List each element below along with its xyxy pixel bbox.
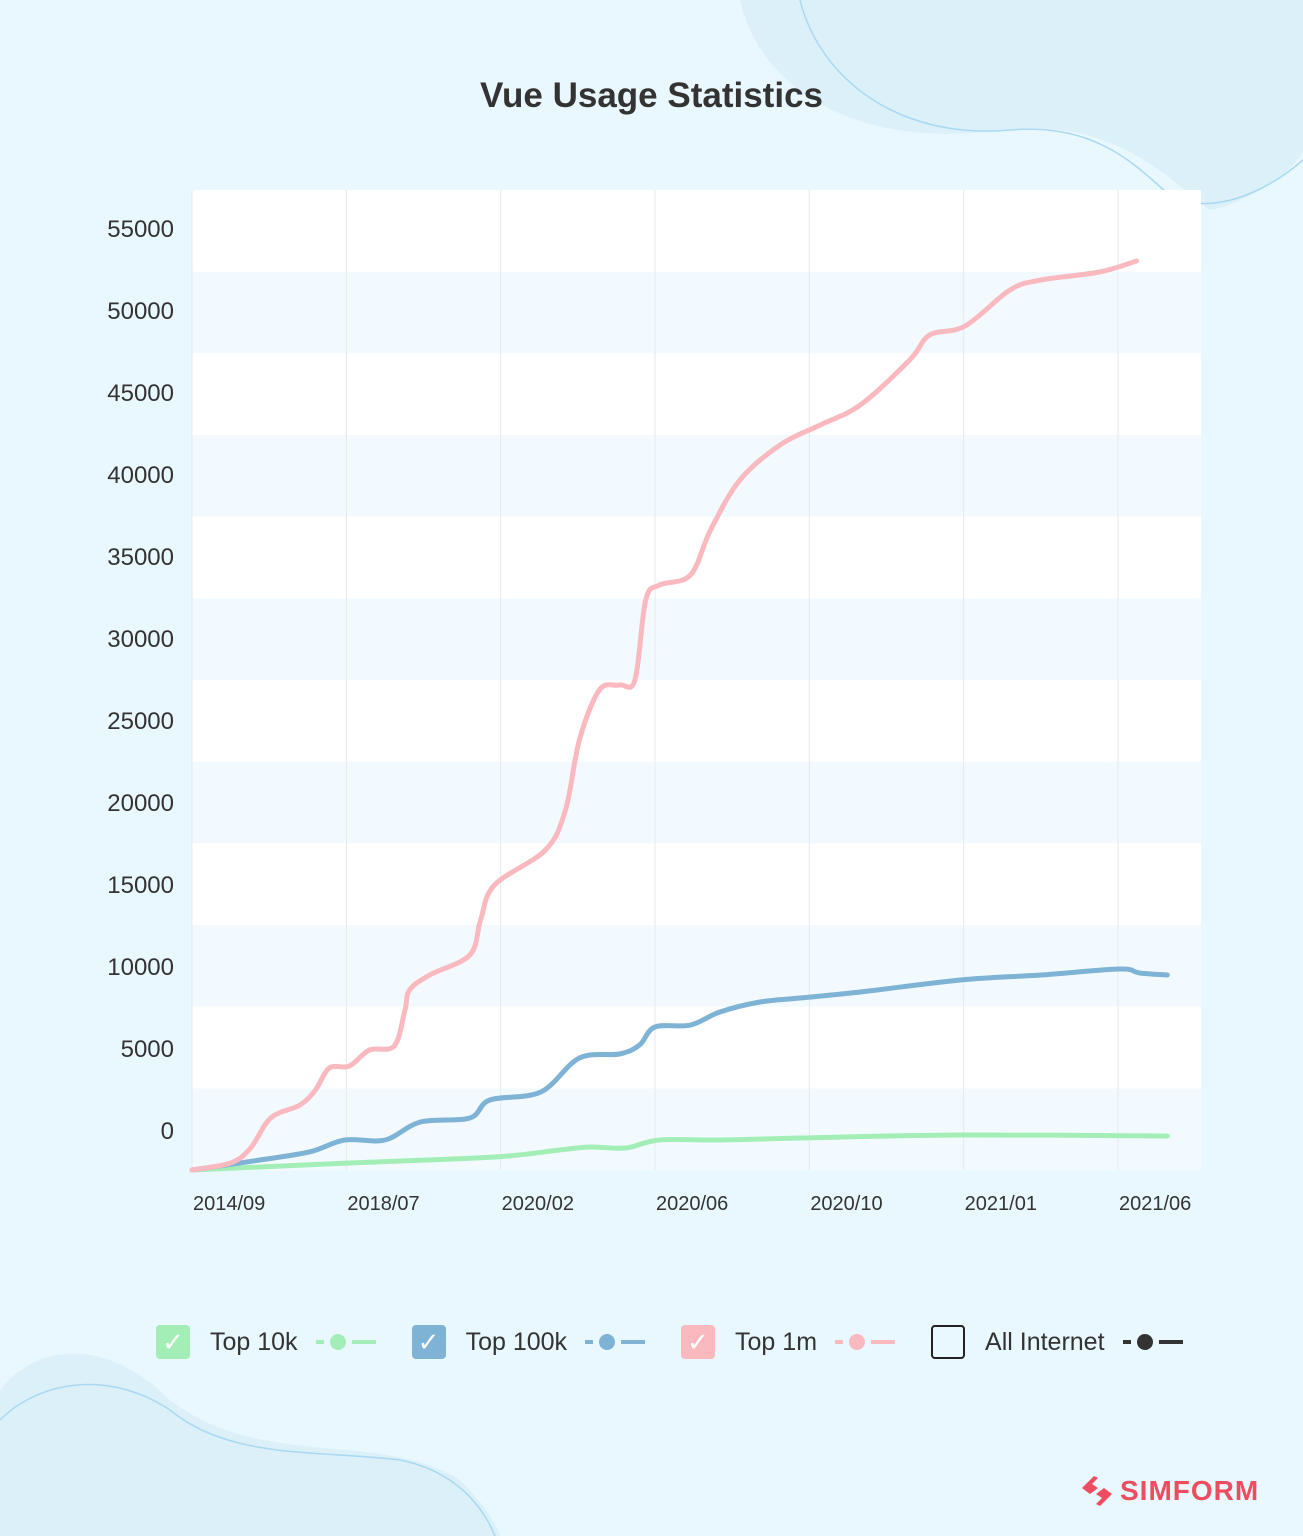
grid-band	[192, 925, 1201, 1008]
legend-label: Top 1m	[735, 1327, 818, 1356]
legend-line-marker-icon	[585, 1334, 646, 1350]
y-tick-label: 45000	[107, 380, 174, 407]
legend-label: Top 10k	[210, 1327, 298, 1356]
grid-band	[192, 761, 1201, 844]
grid-band	[192, 516, 1201, 599]
x-tick-label: 2020/10	[810, 1193, 882, 1215]
y-tick-label: 40000	[107, 462, 174, 489]
y-tick-label: 50000	[107, 298, 174, 325]
simform-logo-icon	[1082, 1476, 1112, 1506]
legend-item-top-100k[interactable]: ✓ Top 100k	[411, 1325, 646, 1359]
x-tick-label: 2021/06	[1119, 1193, 1191, 1215]
x-tick-label: 2014/09	[193, 1193, 265, 1215]
x-tick-label: 2018/07	[347, 1193, 419, 1215]
legend-item-top-10k[interactable]: ✓ Top 10k	[156, 1325, 376, 1359]
checkmark-icon[interactable]: ✓	[156, 1325, 190, 1359]
grid-band	[192, 598, 1201, 681]
grid-band	[192, 190, 1201, 273]
line-chart: 2014/09 2018/07 2020/02 2020/06 2020/10 2021/…	[107, 190, 1201, 1215]
grid-band	[192, 1088, 1201, 1171]
chart-title: Vue Usage Statistics	[479, 76, 823, 115]
checkmark-icon[interactable]: ✓	[681, 1325, 716, 1359]
y-tick-label: 30000	[107, 626, 174, 653]
legend-label: Top 100k	[465, 1327, 568, 1356]
legend-line-marker-icon	[835, 1334, 896, 1350]
legend-item-all-internet[interactable]: All Internet	[931, 1325, 1183, 1359]
x-tick-label: 2021/01	[965, 1193, 1037, 1215]
legend-label: All Internet	[985, 1327, 1105, 1356]
y-tick-label: 15000	[107, 872, 174, 899]
y-tick-label: 0	[161, 1118, 174, 1145]
y-tick-label: 35000	[107, 544, 174, 571]
simform-logo: SIMFORM	[1080, 1474, 1259, 1508]
legend-item-top-1m[interactable]: ✓ Top 1m	[681, 1325, 896, 1359]
grid-band	[192, 1006, 1201, 1089]
grid-band	[192, 435, 1201, 518]
legend-line-marker-icon	[1122, 1334, 1183, 1350]
legend-checkbox[interactable]	[931, 1325, 966, 1359]
legend-line-marker-icon	[315, 1334, 376, 1350]
x-tick-label: 2020/06	[656, 1193, 728, 1215]
grid-band	[192, 353, 1201, 436]
checkmark-icon[interactable]: ✓	[411, 1325, 446, 1359]
y-tick-label: 5000	[121, 1036, 174, 1063]
series-line-top-10k	[189, 1132, 1170, 1173]
series-line-top-100k	[189, 966, 1170, 1173]
x-tick-label: 2020/02	[502, 1193, 574, 1215]
y-tick-label: 20000	[107, 790, 174, 817]
y-tick-label: 55000	[107, 216, 174, 243]
series-line-top-1m	[189, 258, 1139, 1173]
y-tick-label: 25000	[107, 708, 174, 735]
grid-band	[192, 680, 1201, 763]
brand-name: SIMFORM	[1120, 1475, 1260, 1506]
grid-band	[192, 271, 1201, 354]
grid-band	[192, 843, 1201, 926]
legend: ✓ Top 10k ✓ Top 100k ✓ Top 1m All Internet	[156, 1325, 1219, 1359]
y-tick-label: 10000	[107, 954, 174, 981]
